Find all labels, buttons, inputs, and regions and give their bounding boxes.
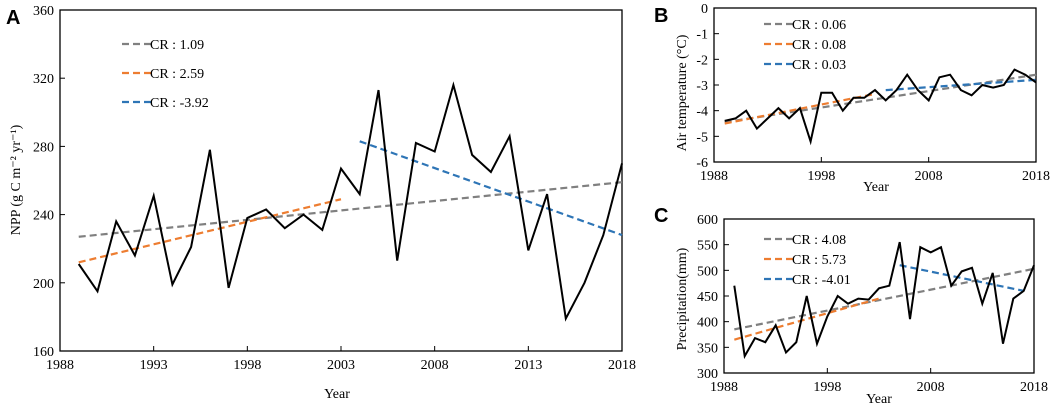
- trend-line-1: [724, 73, 1037, 124]
- x-tick-label: 2008: [421, 358, 449, 373]
- y-tick-label: -3: [696, 79, 708, 94]
- trend-line-3: [359, 140, 623, 237]
- y-tick-label: 360: [33, 4, 54, 19]
- legend-label-2: CR : 2.59: [150, 67, 204, 82]
- trend-line-3: [885, 78, 1037, 92]
- x-tick-label: 2018: [1020, 380, 1048, 395]
- y-tick-label: 350: [697, 341, 718, 356]
- y-axis-title: NPP (g C m⁻² yr⁻¹): [9, 124, 24, 235]
- x-tick-label: 2018: [608, 358, 636, 373]
- y-tick-label: 160: [33, 345, 54, 360]
- x-axis-title: Year: [866, 392, 892, 407]
- legend-label-1: CR : 1.09: [150, 38, 204, 53]
- x-tick-label: 2013: [514, 358, 542, 373]
- series-line: [77, 81, 623, 322]
- trend-line-2: [734, 297, 880, 341]
- x-tick-label: 1988: [46, 358, 74, 373]
- y-tick-label: -4: [696, 105, 708, 120]
- legend-label-1: CR : 0.06: [792, 18, 846, 33]
- legend-label-2: CR : 5.73: [792, 253, 846, 268]
- trend-line-1: [78, 181, 623, 238]
- y-tick-label: -1: [696, 28, 708, 43]
- x-tick-label: 2008: [917, 380, 945, 395]
- x-tick-label: 1993: [140, 358, 168, 373]
- legend-label-3: CR : -4.01: [792, 273, 851, 288]
- y-tick-label: -6: [696, 156, 708, 171]
- y-axis-title: Air temperature (°C): [675, 34, 690, 151]
- x-tick-label: 1988: [710, 380, 738, 395]
- x-tick-label: 2018: [1022, 169, 1050, 184]
- y-tick-label: 320: [33, 72, 54, 87]
- y-tick-label: 400: [697, 316, 718, 331]
- trend-line-1: [734, 267, 1035, 331]
- panel-a-npp-chart: 160 200 240 280 320 360 1988 1993 1998 2003 2008 20…: [6, 4, 636, 402]
- legend-label-3: CR : -3.92: [150, 96, 209, 111]
- x-axis-title: Year: [324, 387, 350, 402]
- y-tick-label: 240: [33, 209, 54, 224]
- x-tick-label: 1998: [233, 358, 261, 373]
- legend-label-3: CR : 0.03: [792, 58, 846, 73]
- y-tick-label: 200: [33, 277, 54, 292]
- y-tick-label: 450: [697, 290, 718, 305]
- panel-b-air-temperature-chart: -6 -5 -4 -3 -2 -1 0 1988 1998 2008 2018 Year Air tem…: [654, 2, 1050, 195]
- plot-frame: [723, 218, 1035, 374]
- series-line: [724, 68, 1037, 146]
- y-tick-label: 0: [701, 2, 708, 17]
- y-tick-label: 600: [697, 213, 718, 228]
- trend-line-3: [899, 264, 1024, 292]
- y-tick-label: 500: [697, 264, 718, 279]
- y-tick-label: 550: [697, 239, 718, 254]
- x-tick-label: 1998: [813, 380, 841, 395]
- legend-label-2: CR : 0.08: [792, 38, 846, 53]
- panel-label: C: [654, 205, 668, 227]
- y-tick-label: -5: [696, 130, 708, 145]
- x-tick-label: 1988: [700, 169, 728, 184]
- panel-label: A: [6, 7, 20, 29]
- x-tick-label: 2003: [327, 358, 355, 373]
- y-tick-label: 300: [697, 367, 718, 382]
- panel-label: B: [654, 5, 668, 27]
- x-tick-label: 1998: [807, 169, 835, 184]
- y-axis-title: Precipitation(mm): [675, 247, 690, 350]
- plot-frame: [59, 9, 623, 352]
- trend-line-2: [78, 198, 342, 264]
- y-tick-label: -2: [696, 53, 708, 68]
- x-axis-title: Year: [863, 180, 889, 195]
- x-tick-label: 2008: [915, 169, 943, 184]
- series-line: [733, 241, 1035, 360]
- panel-c-precipitation-chart: 300 350 400 450 500 550 600 1988 1998 2008 2018 Yea…: [654, 205, 1048, 407]
- legend-label-1: CR : 4.08: [792, 233, 846, 248]
- plot-frame: [713, 7, 1037, 163]
- y-tick-label: 280: [33, 140, 54, 155]
